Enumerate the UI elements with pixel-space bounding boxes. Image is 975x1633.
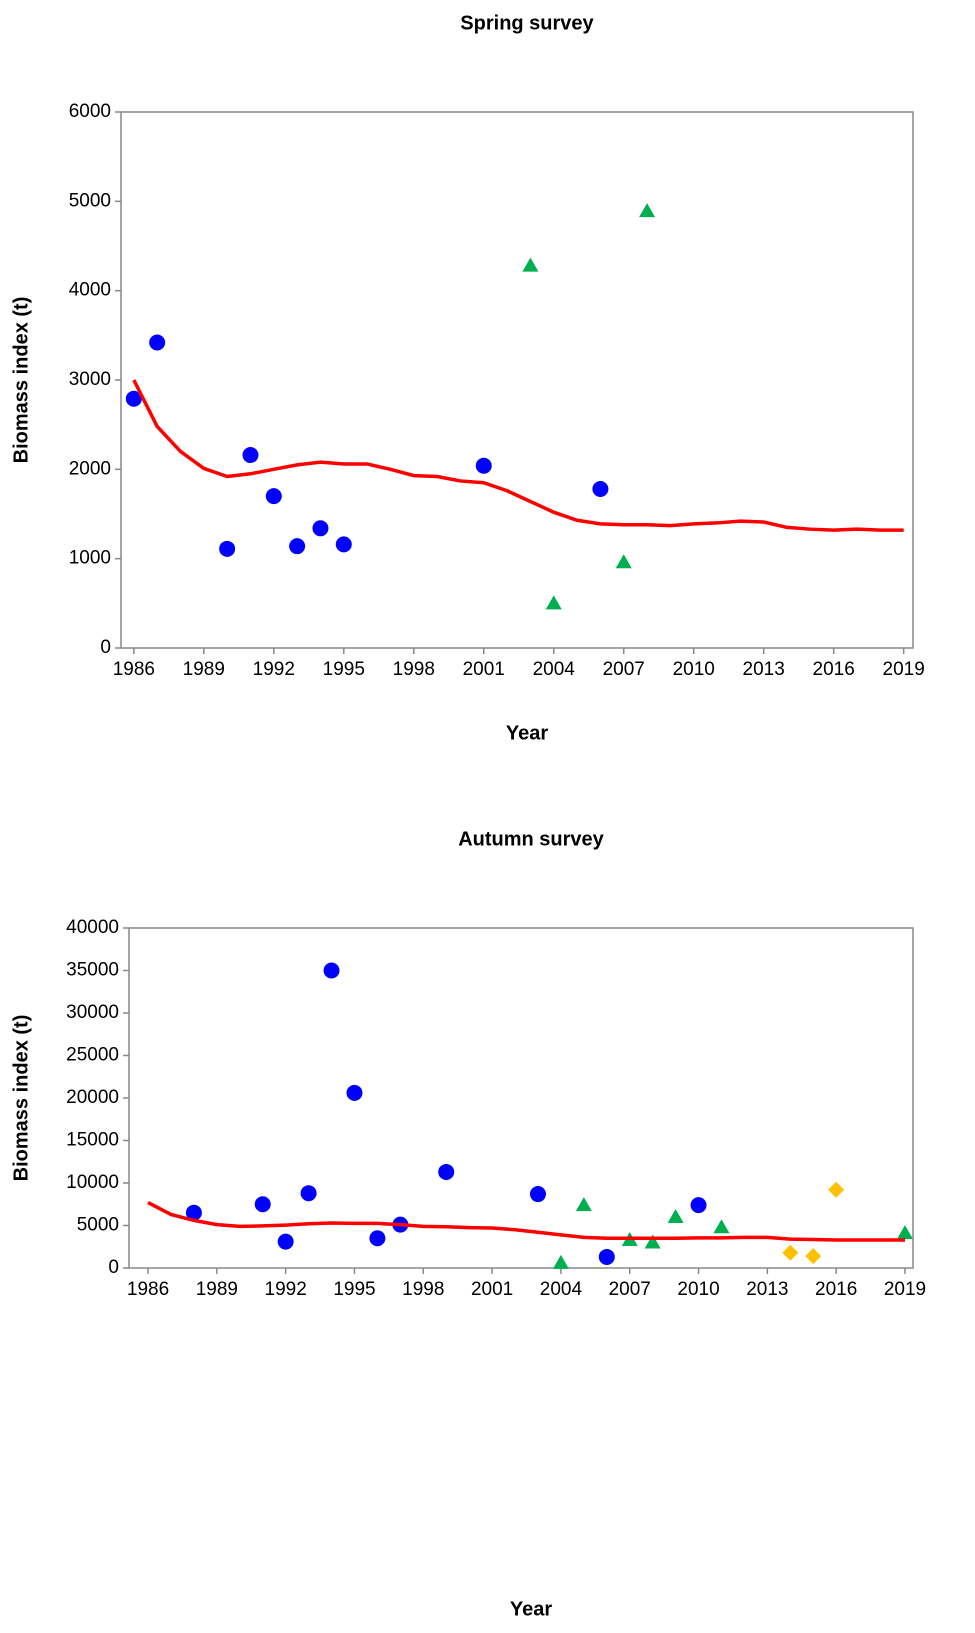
point bbox=[254, 1196, 271, 1213]
x-tick-label: 1986 bbox=[127, 1279, 169, 1300]
point bbox=[335, 536, 352, 553]
y-tick-label: 0 bbox=[100, 637, 111, 658]
x-tick-label: 2016 bbox=[815, 1279, 857, 1300]
x-tick-label: 2001 bbox=[463, 659, 505, 680]
x-tick-label: 2004 bbox=[540, 1279, 583, 1300]
y-tick-label: 0 bbox=[108, 1257, 119, 1278]
point bbox=[219, 540, 236, 557]
point bbox=[782, 1244, 799, 1261]
x-tick-label: 2019 bbox=[883, 659, 925, 680]
x-tick-label: 2007 bbox=[609, 1279, 651, 1300]
x-tick-label: 1998 bbox=[393, 659, 435, 680]
x-tick-label: 2007 bbox=[603, 659, 645, 680]
x-tick-label: 2004 bbox=[533, 659, 576, 680]
x-tick-label: 1992 bbox=[265, 1279, 307, 1300]
chart-title: Autumn survey bbox=[458, 828, 604, 850]
point bbox=[149, 334, 166, 351]
x-tick-label: 1986 bbox=[113, 659, 155, 680]
point bbox=[805, 1248, 822, 1265]
point bbox=[277, 1233, 294, 1250]
y-tick-label: 10000 bbox=[66, 1172, 119, 1193]
point bbox=[575, 1197, 592, 1212]
trend-line bbox=[132, 379, 904, 532]
y-tick-label: 35000 bbox=[66, 960, 119, 981]
point bbox=[713, 1219, 730, 1234]
y-tick-label: 20000 bbox=[66, 1087, 119, 1108]
x-tick-label: 2016 bbox=[813, 659, 855, 680]
point bbox=[529, 1186, 546, 1203]
point bbox=[369, 1230, 386, 1247]
point bbox=[242, 447, 259, 464]
y-tick-label: 1000 bbox=[69, 548, 111, 569]
x-tick-label: 1992 bbox=[253, 659, 295, 680]
x-axis-label: Year bbox=[506, 722, 548, 744]
y-tick-label: 2000 bbox=[69, 458, 111, 479]
y-tick-label: 4000 bbox=[69, 280, 111, 301]
y-tick-label: 15000 bbox=[66, 1130, 119, 1151]
x-axis-label: Year bbox=[510, 1598, 552, 1620]
point bbox=[828, 1181, 845, 1198]
x-tick-label: 2010 bbox=[673, 659, 715, 680]
y-axis-label: Biomass index (t) bbox=[10, 297, 32, 464]
point bbox=[522, 257, 539, 272]
y-tick-label: 5000 bbox=[77, 1215, 119, 1236]
point bbox=[125, 390, 142, 407]
point bbox=[438, 1163, 455, 1180]
point bbox=[615, 554, 632, 569]
point bbox=[289, 538, 306, 555]
y-axis-label: Biomass index (t) bbox=[10, 1015, 32, 1182]
x-tick-label: 2013 bbox=[743, 659, 785, 680]
x-tick-label: 2019 bbox=[884, 1279, 926, 1300]
x-tick-label: 1995 bbox=[333, 1279, 375, 1300]
point bbox=[265, 488, 282, 505]
x-tick-label: 1989 bbox=[183, 659, 225, 680]
trend-line bbox=[147, 1200, 905, 1242]
point bbox=[323, 962, 340, 979]
x-tick-label: 2010 bbox=[677, 1279, 719, 1300]
chart-title: Spring survey bbox=[460, 12, 594, 34]
point bbox=[552, 1254, 569, 1269]
y-tick-label: 3000 bbox=[69, 369, 111, 390]
x-tick-label: 2001 bbox=[471, 1279, 513, 1300]
point bbox=[639, 203, 656, 218]
y-tick-label: 25000 bbox=[66, 1045, 119, 1066]
point bbox=[667, 1209, 684, 1223]
x-tick-label: 1989 bbox=[196, 1279, 238, 1300]
y-tick-label: 5000 bbox=[69, 190, 111, 211]
y-tick-label: 6000 bbox=[69, 101, 111, 122]
point bbox=[690, 1197, 707, 1214]
point bbox=[896, 1225, 913, 1240]
x-tick-label: 2013 bbox=[746, 1279, 788, 1300]
y-tick-label: 30000 bbox=[66, 1002, 119, 1023]
point bbox=[545, 595, 562, 610]
y-tick-label: 40000 bbox=[66, 917, 119, 938]
point bbox=[475, 457, 492, 474]
point bbox=[312, 520, 329, 537]
x-tick-label: 1998 bbox=[402, 1279, 444, 1300]
point bbox=[592, 480, 609, 497]
plot-area bbox=[120, 111, 914, 649]
plot-area bbox=[128, 927, 914, 1269]
x-tick-label: 1995 bbox=[323, 659, 365, 680]
point bbox=[346, 1084, 363, 1101]
point bbox=[644, 1234, 661, 1249]
point bbox=[598, 1248, 615, 1265]
point bbox=[185, 1204, 202, 1221]
point bbox=[300, 1185, 317, 1202]
